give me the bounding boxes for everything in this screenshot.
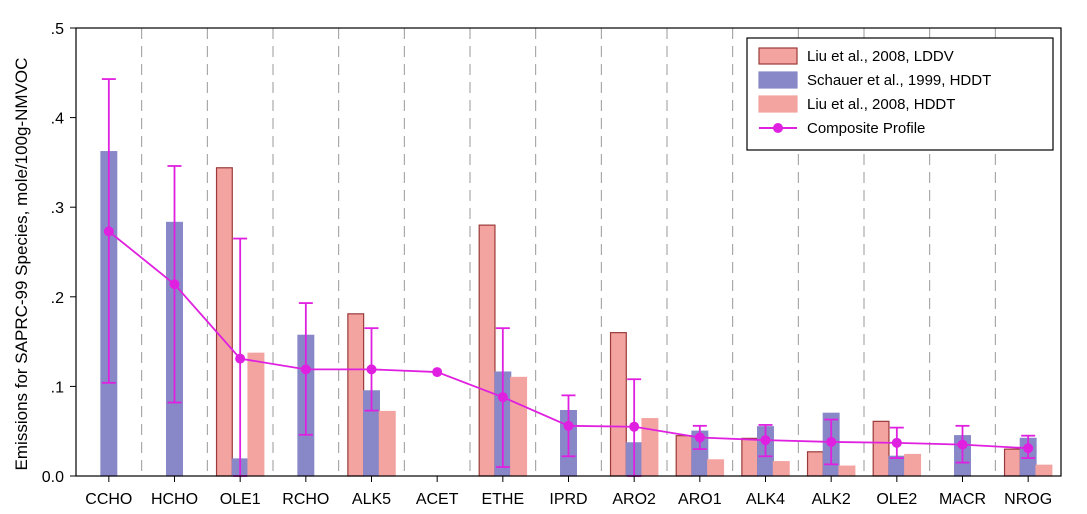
composite-point [694,432,705,443]
legend-swatch [758,95,798,113]
legend-label: Schauer et al., 1999, HDDT [807,72,991,89]
y-tick-label: .5 [51,21,64,38]
x-tick-label: ACET [416,491,459,508]
x-tick-label: CCHO [85,491,132,508]
composite-point [891,437,902,448]
bar [707,459,725,477]
composite-point [497,392,508,403]
bar [641,418,659,477]
bar [872,420,890,477]
composite-point [432,367,443,378]
bar [247,352,265,477]
legend-box [746,37,1054,151]
composite-point [235,353,246,364]
x-tick-label: IPRD [549,491,587,508]
x-tick-label: ALK4 [746,491,785,508]
bar [888,455,906,477]
composite-point [300,364,311,375]
x-tick-label: HCHO [151,491,198,508]
legend-marker [773,123,783,133]
x-tick-label: RCHO [282,491,329,508]
y-tick-label: .4 [51,111,64,128]
x-tick-label: OLE2 [876,491,917,508]
bar [741,437,759,477]
bar [806,451,824,477]
bar [347,313,365,477]
bar [378,410,396,477]
bars [100,151,1053,477]
bar [215,167,233,477]
axes: 0.0 .1 .2 .3 .4 .5 CCHO HCHO OLE1 RCHO ALK5 ACET ETH… [42,21,1052,508]
bar [510,376,528,477]
x-tick-label: OLE1 [220,491,261,508]
composite-point [957,439,968,450]
legend-swatch [758,47,798,65]
y-tick-label: 0.0 [42,469,64,486]
legend-label: Liu et al., 2008, HDDT [807,96,955,113]
y-axis-title: Emissions for SAPRC-99 Species, mole/100… [12,58,31,471]
bar [609,332,627,477]
composite-point [103,226,114,237]
composite-point [169,279,180,290]
composite-point [366,364,377,375]
composite-point [629,421,640,432]
bar [904,453,922,477]
legend: Liu et al., 2008, LDDV Schauer et al., 19… [746,37,1054,151]
composite-line [101,78,1036,477]
y-tick-label: .3 [51,200,64,217]
bar [838,465,856,477]
category-separators [141,28,996,476]
x-tick-label: ARO2 [612,491,656,508]
x-tick-label: MACR [939,491,986,508]
legend-label: Liu et al., 2008, LDDV [807,48,954,65]
bar [478,224,496,477]
legend-label: Composite Profile [807,120,925,137]
bar [1003,448,1021,477]
y-tick-label: .2 [51,290,64,307]
x-tick-label: ETHE [481,491,524,508]
composite-point [760,435,771,446]
bar [1035,464,1053,477]
composite-point [563,420,574,431]
bar [675,435,693,477]
y-tick-label: .1 [51,379,64,396]
x-tick-label: ALK5 [352,491,391,508]
composite-point [826,436,837,447]
composite-point [1023,443,1034,454]
bar [772,461,790,477]
x-tick-label: ALK2 [812,491,851,508]
x-tick-label: ARO1 [678,491,722,508]
legend-swatch [758,71,798,89]
x-tick-label: NROG [1004,491,1052,508]
